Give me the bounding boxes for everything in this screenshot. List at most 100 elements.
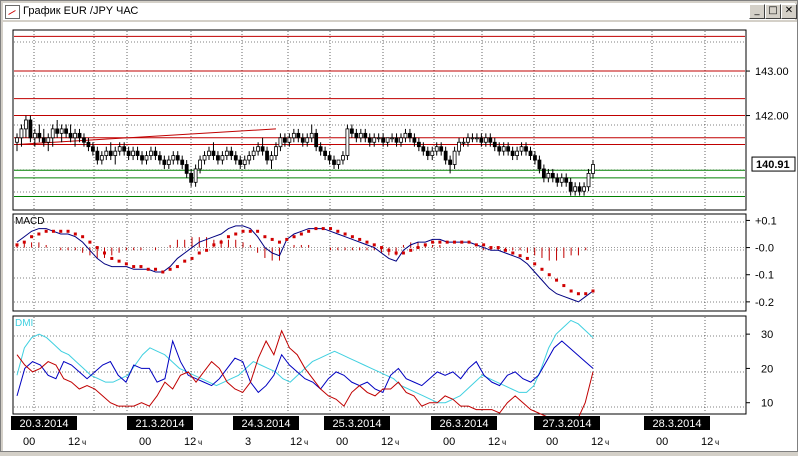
- macd-signal-dot: [234, 232, 238, 236]
- candle-body: [41, 137, 46, 143]
- candle-body: [408, 132, 412, 139]
- macd-signal-dot: [547, 273, 551, 277]
- chart-canvas[interactable]: 143.00 142.00 140.91 +0.1 -0.0 -0.1 -0.2 30 20 10…: [3, 22, 797, 451]
- candle-body: [577, 186, 582, 192]
- candle-body: [131, 150, 135, 156]
- candle-body: [269, 155, 274, 161]
- hour-label: 00: [139, 436, 151, 448]
- candle-body: [300, 137, 305, 143]
- candle-body: [242, 159, 247, 165]
- candle-body: [278, 137, 283, 148]
- candle-body: [327, 155, 332, 161]
- candle-body: [46, 137, 51, 143]
- title-bar[interactable]: График EUR /JPY ЧАС _ □ ✕: [3, 3, 797, 20]
- macd-signal-dot: [358, 237, 362, 241]
- candle-body: [184, 164, 189, 174]
- macd-signal-dot: [511, 251, 515, 255]
- macd-y-tick-label: -0.1: [755, 270, 774, 282]
- candle-body: [550, 172, 555, 179]
- macd-signal-dot: [372, 243, 376, 247]
- chart-area[interactable]: 143.00 142.00 140.91 +0.1 -0.0 -0.1 -0.2 30 20 10…: [3, 22, 797, 451]
- candle-body: [345, 128, 350, 157]
- macd-signal-dot: [22, 240, 26, 244]
- hour-label: 00: [546, 436, 558, 448]
- candle-body: [144, 155, 149, 161]
- candle-body: [443, 150, 448, 161]
- candle-body: [166, 159, 171, 165]
- candle-body: [537, 159, 542, 170]
- candle-body: [412, 137, 417, 143]
- macd-signal-dot: [154, 267, 158, 271]
- candle-body: [162, 159, 167, 165]
- macd-signal-dot: [416, 246, 420, 250]
- candle-body: [140, 155, 144, 161]
- candle-body: [126, 150, 131, 156]
- candle-body: [86, 141, 91, 148]
- macd-signal-dot: [409, 248, 413, 252]
- macd-signal-dot: [533, 262, 537, 266]
- candle-body: [457, 141, 461, 152]
- macd-signal-dot: [256, 229, 260, 233]
- candle-body: [113, 150, 118, 156]
- candle-body: [546, 172, 551, 179]
- candle-body: [510, 150, 515, 156]
- dmi-title: DMI: [15, 318, 33, 329]
- dmi-y-tick-label: 30: [761, 329, 773, 341]
- window-title: График EUR /JPY ЧАС: [23, 5, 139, 17]
- hour-suffix: ч: [715, 438, 719, 447]
- candle-body: [573, 186, 578, 192]
- candle-body: [336, 159, 341, 165]
- candle-body: [28, 119, 33, 139]
- candle-body: [24, 119, 28, 130]
- candle-body: [233, 155, 238, 161]
- macd-signal-dot: [51, 229, 55, 233]
- candle-body: [390, 137, 394, 140]
- candle-body: [59, 128, 64, 134]
- macd-indicator: [14, 225, 745, 303]
- maximize-button[interactable]: □: [765, 4, 781, 19]
- candle-body: [506, 146, 511, 152]
- candle-body: [64, 128, 69, 134]
- macd-signal-dot: [591, 289, 595, 293]
- candle-body: [318, 146, 323, 152]
- macd-signal-dot: [584, 292, 588, 296]
- macd-signal-dot: [474, 243, 478, 247]
- candle-body: [416, 141, 421, 148]
- macd-signal-dot: [124, 262, 128, 266]
- candle-body: [291, 132, 296, 139]
- macd-signal-dot: [365, 240, 369, 244]
- macd-signal-dot: [540, 267, 544, 271]
- candle-body: [394, 137, 399, 143]
- candle-body: [314, 132, 319, 148]
- candle-body: [202, 155, 207, 161]
- macd-signal-dot: [132, 265, 136, 269]
- macd-signal-dot: [117, 259, 121, 263]
- date-label: 25.3.2014: [333, 418, 382, 430]
- close-button[interactable]: ✕: [781, 4, 797, 19]
- macd-signal-dot: [387, 248, 391, 252]
- candle-body: [341, 155, 345, 161]
- macd-signal-dot: [248, 229, 252, 233]
- candle-body: [77, 132, 82, 139]
- hour-label: 00: [656, 436, 668, 448]
- macd-signal-dot: [555, 278, 559, 282]
- candle-body: [95, 150, 100, 161]
- candle-body: [251, 150, 256, 156]
- macd-y-tick-label: -0.0: [755, 243, 774, 255]
- candle-body: [117, 146, 122, 152]
- macd-signal-dot: [168, 267, 172, 271]
- candle-body: [91, 146, 95, 152]
- minimize-button[interactable]: _: [749, 4, 765, 19]
- macd-signal-dot: [66, 229, 70, 233]
- candle-body: [475, 137, 479, 140]
- macd-signal-dot: [161, 270, 165, 274]
- macd-signal-dot: [569, 289, 573, 293]
- macd-signal-dot: [401, 251, 405, 255]
- candle-body: [559, 177, 564, 183]
- candle-body: [50, 128, 55, 139]
- candle-body: [372, 137, 377, 143]
- macd-signal-dot: [139, 265, 143, 269]
- macd-signal-dot: [59, 229, 63, 233]
- macd-signal-dot: [314, 227, 318, 231]
- hour-suffix: ч: [395, 438, 399, 447]
